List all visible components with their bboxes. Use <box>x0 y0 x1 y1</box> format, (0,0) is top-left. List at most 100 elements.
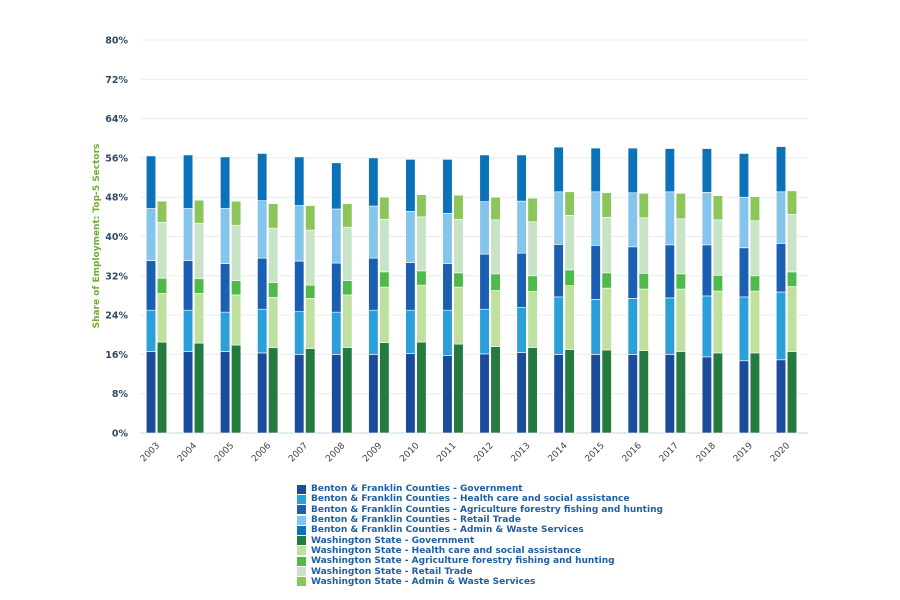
bar-segment <box>490 196 501 221</box>
bar-segment <box>442 355 453 434</box>
x-tick-label: 2009 <box>361 441 384 464</box>
bar-segment <box>145 260 157 311</box>
bar-segment <box>145 208 157 261</box>
legend-label: Washington State - Retail Trade <box>311 566 473 577</box>
legend-label: Washington State - Agriculture forestry … <box>311 556 615 567</box>
bar-segment <box>342 226 353 282</box>
bar-segment <box>564 349 575 434</box>
bar-segment <box>627 147 638 194</box>
bar-segment <box>738 360 749 434</box>
bar-segment <box>712 290 723 354</box>
bar-segment <box>305 205 316 231</box>
bar-segment <box>638 288 649 351</box>
bar-segment <box>294 205 305 262</box>
bar-segment <box>675 351 686 434</box>
bar-segment <box>405 262 416 311</box>
bar-segment <box>305 348 316 434</box>
bar-segment <box>786 286 798 352</box>
bar-segment <box>220 156 231 209</box>
bar-segment <box>564 269 575 286</box>
bar-segment <box>368 205 379 259</box>
bar-segment <box>416 194 427 218</box>
legend-item[interactable]: Benton & Franklin Counties - Agriculture… <box>297 505 663 515</box>
legend-item[interactable]: Washington State - Admin & Waste Service… <box>297 577 663 587</box>
legend-item[interactable]: Benton & Franklin Counties - Retail Trad… <box>297 515 663 525</box>
bar-segment <box>786 214 798 273</box>
bar-segment <box>749 290 760 354</box>
legend-label: Benton & Franklin Counties - Agriculture… <box>311 504 663 515</box>
bar-segment <box>183 154 194 209</box>
x-tick-label: 2014 <box>547 441 570 464</box>
bar-segment <box>627 298 638 355</box>
bar-segment <box>638 350 649 434</box>
legend-swatch <box>297 567 306 577</box>
x-tick-label: 2003 <box>139 441 162 464</box>
x-tick-label: 2012 <box>472 441 495 464</box>
bar-segment <box>156 221 168 279</box>
bar-segment <box>490 219 501 275</box>
bar-segment <box>564 285 575 350</box>
bar-segment <box>638 192 649 219</box>
bar-segment <box>775 291 787 361</box>
legend-item[interactable]: Benton & Franklin Counties - Admin & Was… <box>297 525 663 535</box>
bar-segment <box>701 356 712 434</box>
x-tick-label: 2006 <box>250 441 273 464</box>
bar-segment <box>368 257 379 311</box>
bar-segment <box>379 219 390 273</box>
legend-item[interactable]: Washington State - Retail Trade <box>297 566 663 577</box>
bar-segment <box>194 199 205 224</box>
bar-segment <box>183 208 194 261</box>
legend-item[interactable]: Washington State - Health care and socia… <box>297 546 663 556</box>
legend-swatch <box>297 505 306 515</box>
bar-segment <box>516 306 527 353</box>
y-tick-label: 8% <box>112 389 129 400</box>
bar-segment <box>786 190 798 215</box>
bar-segment <box>294 260 305 312</box>
legend-item[interactable]: Washington State - Agriculture forestry … <box>297 556 663 566</box>
bar-segment <box>331 262 342 313</box>
bar-segment <box>479 201 490 255</box>
y-tick-label: 24% <box>105 311 128 322</box>
bar-segment <box>405 353 416 434</box>
bar-segment <box>775 243 787 293</box>
bar-segment <box>305 298 316 349</box>
y-tick-label: 40% <box>105 232 128 243</box>
y-tick-label: 0% <box>112 429 129 440</box>
bar-segment <box>527 291 538 348</box>
bar-segment <box>516 352 527 434</box>
x-tick-label: 2013 <box>509 441 532 464</box>
bar-segment <box>231 294 242 346</box>
legend-item[interactable]: Benton & Franklin Counties - Government <box>297 484 663 494</box>
bar-segment <box>664 354 675 434</box>
legend-label: Benton & Franklin Counties - Retail Trad… <box>311 515 521 526</box>
bar-segment <box>442 159 453 214</box>
legend-item[interactable]: Washington State - Government <box>297 535 663 546</box>
y-tick-label: 64% <box>105 114 128 125</box>
bar-segment <box>453 343 464 434</box>
bar-segment <box>231 344 242 434</box>
bar-segment <box>712 352 723 434</box>
bar-segment <box>490 346 501 434</box>
legend-item[interactable]: Benton & Franklin Counties - Health care… <box>297 494 663 504</box>
bar-segment <box>527 221 538 277</box>
bar-segment <box>331 311 342 355</box>
bar-segment <box>627 192 638 248</box>
bar-segment <box>675 218 686 275</box>
bar-segment <box>479 154 490 202</box>
bar-segment <box>479 308 490 355</box>
bar-segment <box>516 252 527 308</box>
bar-segment <box>664 297 675 355</box>
bar-segment <box>379 271 390 288</box>
bar-segment <box>601 192 612 218</box>
bar-segment <box>664 191 675 246</box>
x-tick-label: 2017 <box>658 441 681 464</box>
bar-segment <box>738 153 749 198</box>
bar-segment <box>194 293 205 344</box>
bar-segment <box>294 311 305 355</box>
x-tick-label: 2011 <box>435 441 458 464</box>
bar-segment <box>601 349 612 434</box>
bar-segment <box>416 341 427 434</box>
bar-segment <box>590 191 601 246</box>
bar-segment <box>257 153 268 201</box>
bar-segment <box>442 213 453 264</box>
